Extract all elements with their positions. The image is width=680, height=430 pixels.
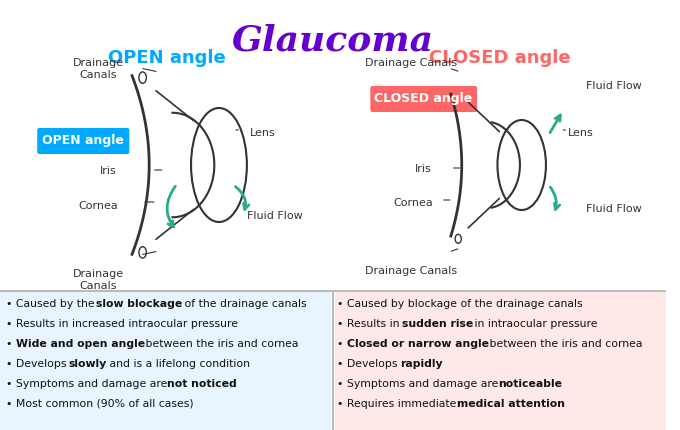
Text: • Requires immediate: • Requires immediate (337, 398, 460, 408)
Text: • Most common (90% of all cases): • Most common (90% of all cases) (6, 398, 194, 408)
Text: •: • (6, 338, 16, 348)
Ellipse shape (455, 235, 461, 244)
Text: Fluid Flow: Fluid Flow (586, 203, 642, 214)
Ellipse shape (455, 87, 461, 96)
Text: Cornea: Cornea (394, 197, 433, 208)
Text: • Caused by the: • Caused by the (6, 298, 98, 308)
FancyBboxPatch shape (335, 292, 666, 430)
Text: Drainage Canals: Drainage Canals (365, 265, 458, 275)
Text: between the iris and cornea: between the iris and cornea (486, 338, 643, 348)
Text: • Develops: • Develops (6, 358, 70, 368)
Text: and is a lifelong condition: and is a lifelong condition (106, 358, 250, 368)
Text: Lens: Lens (250, 128, 275, 138)
Text: medical attention: medical attention (458, 398, 565, 408)
Text: slowly: slowly (69, 358, 107, 368)
Ellipse shape (139, 73, 146, 84)
Text: of the drainage canals: of the drainage canals (181, 298, 306, 308)
Text: not noticed: not noticed (167, 378, 237, 388)
Text: sudden rise: sudden rise (402, 318, 473, 328)
Text: Iris: Iris (415, 164, 432, 174)
Text: Cornea: Cornea (78, 200, 118, 211)
Text: Drainage
Canals: Drainage Canals (72, 58, 124, 80)
Text: Iris: Iris (99, 166, 116, 175)
Text: • Symptoms and damage are: • Symptoms and damage are (6, 378, 171, 388)
Text: Lens: Lens (568, 128, 594, 138)
Text: • Results in: • Results in (337, 318, 403, 328)
Text: OPEN angle: OPEN angle (107, 49, 226, 67)
Text: Closed or narrow angle: Closed or narrow angle (347, 338, 489, 348)
Text: Glaucoma: Glaucoma (232, 23, 434, 57)
Text: noticeable: noticeable (498, 378, 562, 388)
Text: Drainage Canals: Drainage Canals (365, 58, 458, 68)
Ellipse shape (191, 109, 247, 222)
Text: Fluid Flow: Fluid Flow (586, 81, 642, 91)
Text: • Develops: • Develops (337, 358, 401, 368)
Text: Fluid Flow: Fluid Flow (247, 211, 303, 221)
Text: CLOSED angle: CLOSED angle (429, 49, 571, 67)
Text: •: • (337, 338, 347, 348)
Ellipse shape (498, 121, 546, 211)
Text: between the iris and cornea: between the iris and cornea (142, 338, 299, 348)
Text: OPEN angle: OPEN angle (42, 133, 124, 146)
Text: in intraocular pressure: in intraocular pressure (471, 318, 598, 328)
FancyBboxPatch shape (371, 87, 477, 113)
Text: slow blockage: slow blockage (96, 298, 182, 308)
Text: CLOSED angle: CLOSED angle (374, 91, 473, 104)
FancyBboxPatch shape (0, 292, 331, 430)
Text: Drainage
Canals: Drainage Canals (72, 268, 124, 290)
FancyBboxPatch shape (37, 129, 129, 155)
Text: • Caused by blockage of the drainage canals: • Caused by blockage of the drainage can… (337, 298, 583, 308)
Text: • Results in increased intraocular pressure: • Results in increased intraocular press… (6, 318, 238, 328)
Text: rapidly: rapidly (400, 358, 443, 368)
Ellipse shape (139, 247, 146, 258)
Text: • Symptoms and damage are: • Symptoms and damage are (337, 378, 502, 388)
Text: Wide and open angle: Wide and open angle (16, 338, 145, 348)
